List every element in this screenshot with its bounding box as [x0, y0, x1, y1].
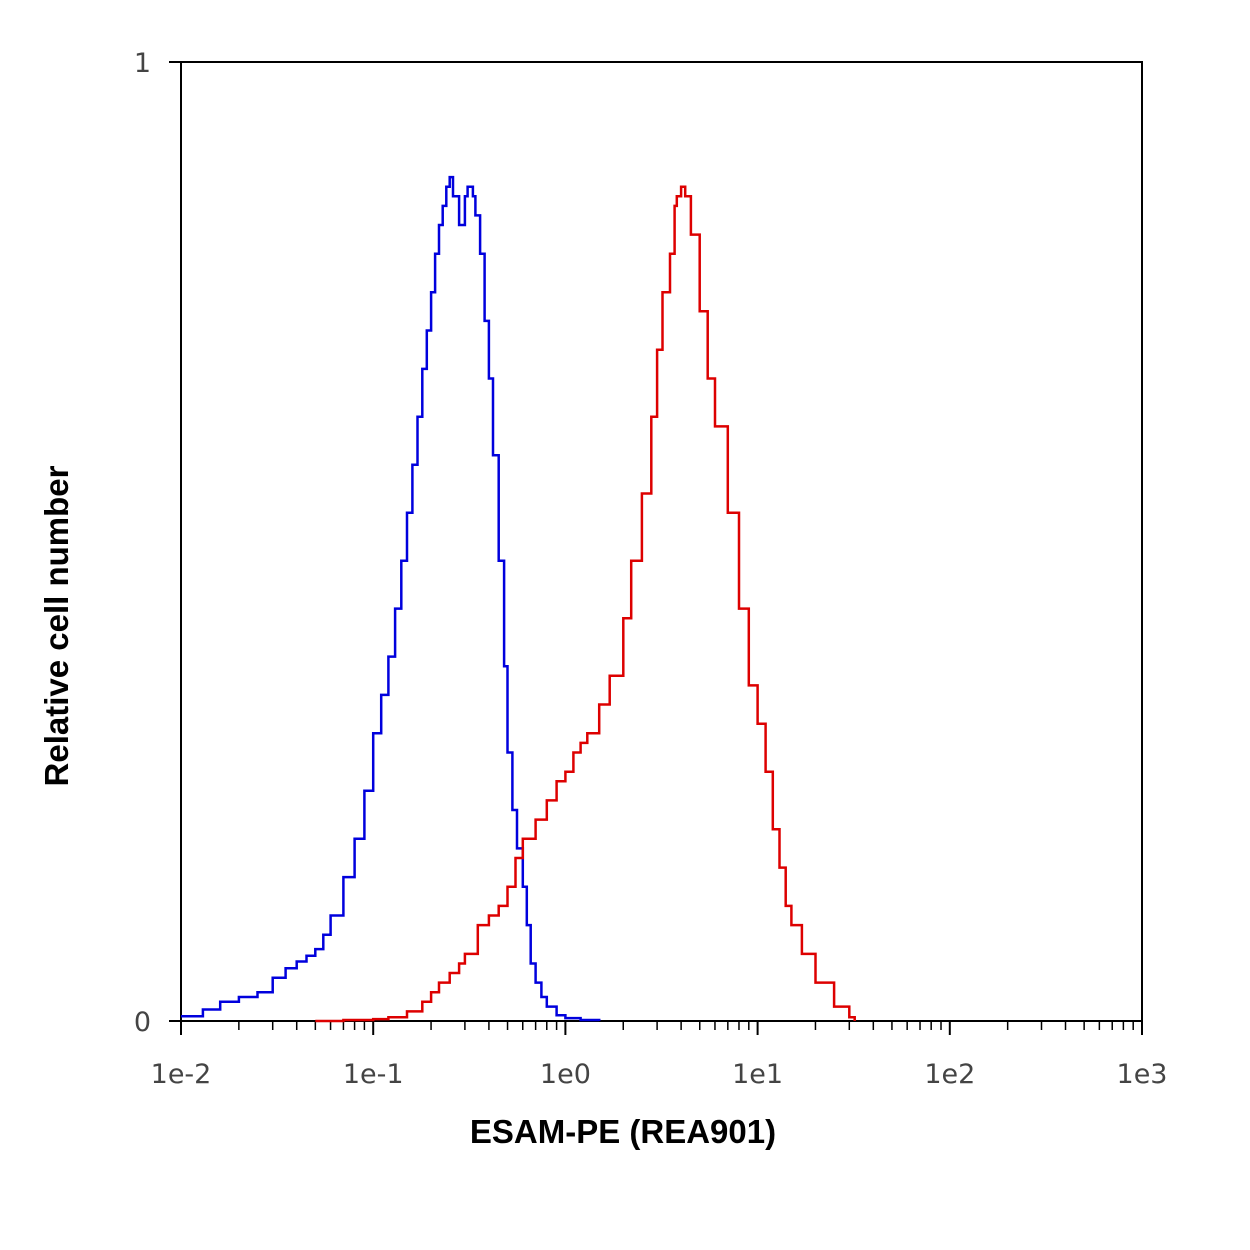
y-tick-label: 0: [134, 1007, 151, 1038]
series-layer: [181, 175, 856, 1023]
x-axis-title: ESAM-PE (REA901): [470, 1113, 776, 1150]
x-tick-label: 1e-2: [151, 1059, 212, 1090]
x-tick-label: 1e3: [1117, 1059, 1168, 1090]
x-tick-label: 1e1: [732, 1059, 783, 1090]
y-axis-ticks: 01: [134, 48, 181, 1038]
series-2-line: [315, 185, 856, 1023]
y-tick-label: 1: [134, 48, 151, 79]
x-tick-label: 1e0: [540, 1059, 591, 1090]
plot-area: [180, 61, 1143, 1022]
x-tick-label: 1e2: [924, 1059, 975, 1090]
series-1-line: [181, 175, 601, 1022]
x-axis-ticks: 1e-2 1e-1 1e0 1e1 1e2 1e3: [151, 1021, 1168, 1090]
x-tick-label: 1e-1: [343, 1059, 404, 1090]
y-axis-title: Relative cell number: [38, 465, 75, 786]
